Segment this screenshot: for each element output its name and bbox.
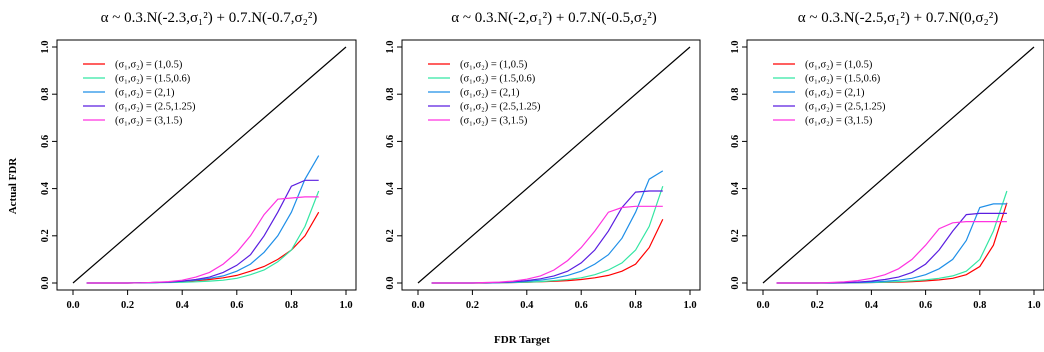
y-tick-label: 0.0 — [40, 276, 51, 289]
x-tick-label: 0.2 — [466, 300, 479, 311]
reference-line — [762, 46, 1035, 284]
plot-frame — [746, 39, 1044, 291]
x-tick-label: 1.0 — [339, 300, 352, 311]
y-tick-label: 0.0 — [730, 276, 741, 289]
legend-label: (σ₁,σ₂) = (1,0.5) — [115, 60, 183, 71]
reference-line — [72, 46, 347, 284]
series-line-4 — [86, 179, 319, 284]
series-line-5 — [431, 205, 663, 284]
legend-label: (σ₁,σ₂) = (2.5,1.25) — [460, 102, 541, 113]
x-tick-label: 0.2 — [121, 300, 134, 311]
x-tick-label: 0.6 — [919, 300, 932, 311]
x-tick-label: 1.0 — [1027, 300, 1040, 311]
legend-label: (σ₁,σ₂) = (1,0.5) — [805, 60, 873, 71]
chart-panel-3: α ~ 0.3.N(-2.5,σ₁²) + 0.7.N(0,σ₂²) 0.0 0.2… — [730, 10, 1044, 311]
y-tick-label: 0.8 — [385, 88, 396, 101]
plot-frame — [56, 39, 357, 291]
legend-label: (σ₁,σ₂) = (2.5,1.25) — [115, 102, 196, 113]
x-tick-label: 0.8 — [973, 300, 986, 311]
x-tick-label: 0.0 — [66, 300, 79, 311]
series-line-1 — [86, 211, 320, 284]
x-tick-label: 0.0 — [756, 300, 769, 311]
x-tick-label: 0.4 — [520, 300, 534, 311]
y-tick-label: 0.8 — [40, 88, 51, 101]
panel-title: α ~ 0.3.N(-2.3,σ₁²) + 0.7.N(-0.7,σ₂²) — [101, 10, 318, 26]
y-tick-label: 0.2 — [40, 229, 51, 242]
plot-frame — [401, 39, 701, 291]
legend-label: (σ₁,σ₂) = (3,1.5) — [460, 116, 528, 127]
x-tick-label: 0.6 — [575, 300, 588, 311]
y-tick-label: 0.6 — [385, 135, 396, 148]
panel-title: α ~ 0.3.N(-2,σ₁²) + 0.7.N(-0.5,σ₂²) — [451, 10, 656, 26]
legend-label: (σ₁,σ₂) = (3,1.5) — [805, 116, 873, 127]
x-tick-label: 0.4 — [176, 300, 190, 311]
series-line-5 — [86, 196, 319, 284]
legend: (σ₁,σ₂) = (1,0.5) (σ₁,σ₂) = (1.5,0.6) (σ₁,… — [428, 60, 541, 127]
chart-panel-1: α ~ 0.3.N(-2.3,σ₁²) + 0.7.N(-0.7,σ₂²) 0.0… — [40, 10, 357, 311]
y-tick-label: 1.0 — [40, 40, 51, 53]
legend-label: (σ₁,σ₂) = (3,1.5) — [115, 116, 183, 127]
legend-label: (σ₁,σ₂) = (2,1) — [460, 88, 520, 99]
series-line-3 — [431, 170, 664, 284]
x-tick-label: 0.0 — [411, 300, 424, 311]
x-tick-label: 0.4 — [865, 300, 879, 311]
legend-label: (σ₁,σ₂) = (1.5,0.6) — [115, 74, 191, 85]
y-tick-label: 1.0 — [385, 40, 396, 53]
legend-label: (σ₁,σ₂) = (2,1) — [805, 88, 865, 99]
series-line-2 — [86, 190, 320, 284]
x-tick-label: 0.6 — [230, 300, 243, 311]
y-tick-label: 0.4 — [730, 181, 741, 195]
x-tick-label: 0.8 — [629, 300, 642, 311]
legend: (σ₁,σ₂) = (1,0.5) (σ₁,σ₂) = (1.5,0.6) (σ₁,… — [83, 60, 196, 127]
x-tick-label: 0.2 — [811, 300, 824, 311]
legend-label: (σ₁,σ₂) = (1.5,0.6) — [460, 74, 536, 85]
series-line-2 — [776, 190, 1008, 284]
y-tick-label: 0.4 — [385, 181, 396, 195]
legend-label: (σ₁,σ₂) = (2.5,1.25) — [805, 102, 886, 113]
series-line-5 — [776, 221, 1007, 284]
y-tick-label: 0.2 — [385, 229, 396, 242]
legend-label: (σ₁,σ₂) = (1.5,0.6) — [805, 74, 881, 85]
y-tick-label: 0.0 — [385, 276, 396, 289]
y-tick-label: 0.6 — [40, 135, 51, 148]
x-tick-label: 0.8 — [285, 300, 298, 311]
panel-title: α ~ 0.3.N(-2.5,σ₁²) + 0.7.N(0,σ₂²) — [798, 10, 998, 26]
legend: (σ₁,σ₂) = (1,0.5) (σ₁,σ₂) = (1.5,0.6) (σ₁,… — [773, 60, 886, 127]
series-line-1 — [776, 202, 1008, 284]
legend-label: (σ₁,σ₂) = (2,1) — [115, 88, 175, 99]
y-tick-label: 0.4 — [40, 181, 51, 195]
legend-label: (σ₁,σ₂) = (1,0.5) — [460, 60, 528, 71]
y-tick-label: 0.8 — [730, 88, 741, 101]
panels: α ~ 0.3.N(-2.3,σ₁²) + 0.7.N(-0.7,σ₂²) 0.0… — [40, 10, 1044, 311]
series-line-4 — [776, 212, 1007, 284]
y-axis-title: Actual FDR — [7, 157, 19, 215]
y-tick-label: 1.0 — [730, 40, 741, 53]
y-tick-label: 0.2 — [730, 229, 741, 242]
reference-line — [417, 46, 691, 284]
x-axis-title: FDR Target — [494, 334, 550, 346]
y-tick-label: 0.6 — [730, 135, 741, 148]
x-tick-label: 1.0 — [683, 300, 696, 311]
chart-panel-2: α ~ 0.3.N(-2,σ₁²) + 0.7.N(-0.5,σ₂²) 0.0 0.… — [385, 10, 701, 311]
series-line-3 — [86, 155, 320, 284]
series-line-4 — [431, 190, 663, 284]
